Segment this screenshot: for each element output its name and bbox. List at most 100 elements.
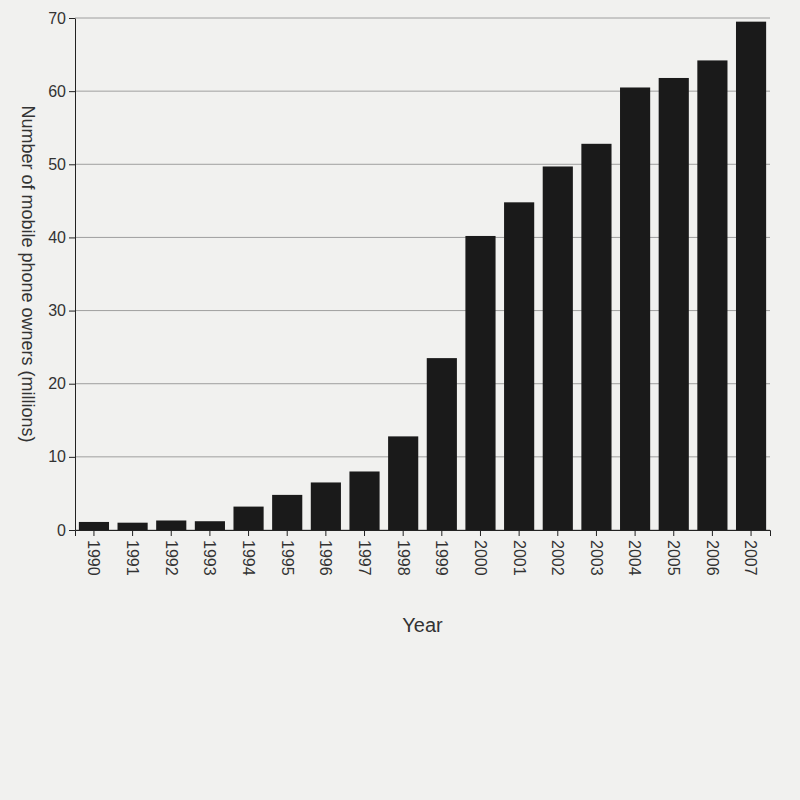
x-tick: 1991 xyxy=(124,530,141,576)
bar xyxy=(581,144,611,530)
bar xyxy=(156,520,186,530)
bar xyxy=(79,522,109,530)
x-tick-label: 1992 xyxy=(163,540,180,576)
x-tick-mark xyxy=(287,530,288,536)
bar xyxy=(195,521,225,530)
bar xyxy=(736,22,766,530)
x-tick: 2006 xyxy=(704,530,721,576)
x-axis-title: Year xyxy=(402,614,443,636)
y-tick-label: 0 xyxy=(57,522,66,539)
x-tick: 1997 xyxy=(356,530,373,576)
x-tick-label: 1997 xyxy=(356,540,373,576)
y-tick-mark xyxy=(69,237,75,238)
x-tick: 2005 xyxy=(665,530,682,576)
x-tick-mark xyxy=(403,530,404,536)
y-tick-label: 70 xyxy=(48,10,66,27)
x-tick-mark xyxy=(519,530,520,536)
bar xyxy=(272,495,302,530)
x-tick-mark xyxy=(635,530,636,536)
x-tick: 1996 xyxy=(317,530,334,576)
x-tick-label: 2005 xyxy=(665,540,682,576)
x-tick-label: 1991 xyxy=(124,540,141,576)
x-tick-mark xyxy=(480,530,481,536)
x-tick-label: 1995 xyxy=(279,540,296,576)
grid-line xyxy=(75,18,770,19)
x-tick-mark xyxy=(712,530,713,536)
bar xyxy=(659,78,689,530)
x-tick: 1990 xyxy=(85,530,102,576)
grid xyxy=(75,18,770,530)
y-tick-label: 20 xyxy=(48,375,66,392)
x-tick-label: 1994 xyxy=(240,540,257,576)
x-tick-label: 2006 xyxy=(704,540,721,576)
y-tick-mark xyxy=(69,18,75,19)
x-tick: 2002 xyxy=(549,530,566,576)
y-tick: 30 xyxy=(48,302,75,319)
x-tick-label: 2001 xyxy=(511,540,528,576)
x-tick-mark xyxy=(596,530,597,536)
y-axis-title: Number of mobile phone owners (millions) xyxy=(18,105,38,442)
x-tick-label: 1996 xyxy=(317,540,334,576)
x-tick: 1995 xyxy=(279,530,296,576)
x-tick-mark xyxy=(325,530,326,536)
bar xyxy=(311,482,341,530)
x-tick-label: 1999 xyxy=(433,540,450,576)
bar xyxy=(427,358,457,530)
plot: 0102030405060701990199119921993199419951… xyxy=(48,10,770,576)
chart: 0102030405060701990199119921993199419951… xyxy=(0,0,800,800)
bar xyxy=(543,166,573,530)
bar xyxy=(349,471,379,530)
bars xyxy=(79,22,766,530)
y-tick-label: 60 xyxy=(48,83,66,100)
x-tick: 2001 xyxy=(511,530,528,576)
x-tick: 1999 xyxy=(433,530,450,576)
bar xyxy=(233,507,263,530)
y-tick: 40 xyxy=(48,229,75,246)
y-tick-mark xyxy=(69,164,75,165)
x-tick-label: 1990 xyxy=(85,540,102,576)
y-tick-mark xyxy=(69,384,75,385)
x-tick-mark xyxy=(132,530,133,536)
bar xyxy=(118,523,148,530)
x-tick-label: 1998 xyxy=(395,540,412,576)
bar xyxy=(504,202,534,530)
x-tick-label: 2004 xyxy=(626,540,643,576)
y-tick: 10 xyxy=(48,448,75,465)
y-tick: 50 xyxy=(48,156,75,173)
y-tick-mark xyxy=(69,311,75,312)
x-tick-mark xyxy=(441,530,442,536)
x-tick: 1998 xyxy=(395,530,412,576)
x-tick: 2000 xyxy=(472,530,489,576)
y-axis-line xyxy=(75,19,76,531)
x-tick-mark xyxy=(248,530,249,536)
x-tick: 1992 xyxy=(163,530,180,576)
x-tick-label: 1993 xyxy=(201,540,218,576)
x-tick-label: 2002 xyxy=(549,540,566,576)
y-tick: 20 xyxy=(48,375,75,392)
bar xyxy=(465,236,495,530)
y-tick-mark xyxy=(69,457,75,458)
x-tick: 2004 xyxy=(626,530,643,576)
bar xyxy=(697,60,727,530)
y-axis: 0 10 20 30 40 50 60 70 xyxy=(48,10,75,539)
y-tick-mark xyxy=(69,91,75,92)
x-tick-label: 2000 xyxy=(472,540,489,576)
y-tick: 60 xyxy=(48,83,75,100)
y-tick: 70 xyxy=(48,10,75,27)
x-tick-mark xyxy=(751,530,752,536)
y-tick-mark xyxy=(69,530,75,531)
x-tick-label: 2007 xyxy=(742,540,759,576)
x-tick: 1994 xyxy=(240,530,257,576)
y-tick-label: 50 xyxy=(48,156,66,173)
x-tick: 2007 xyxy=(742,530,759,576)
y-tick-label: 40 xyxy=(48,229,66,246)
y-tick: 0 xyxy=(57,522,75,539)
x-axis: 1990 1991 1992 1993 1994 1995 1996 1997 1998 1999… xyxy=(76,530,771,576)
x-tick: 2003 xyxy=(588,530,605,576)
x-tick: 1993 xyxy=(201,530,218,576)
x-tick-mark xyxy=(209,530,210,536)
bar xyxy=(620,87,650,530)
x-tick-label: 2003 xyxy=(588,540,605,576)
y-tick-label: 30 xyxy=(48,302,66,319)
x-tick-mark xyxy=(673,530,674,536)
